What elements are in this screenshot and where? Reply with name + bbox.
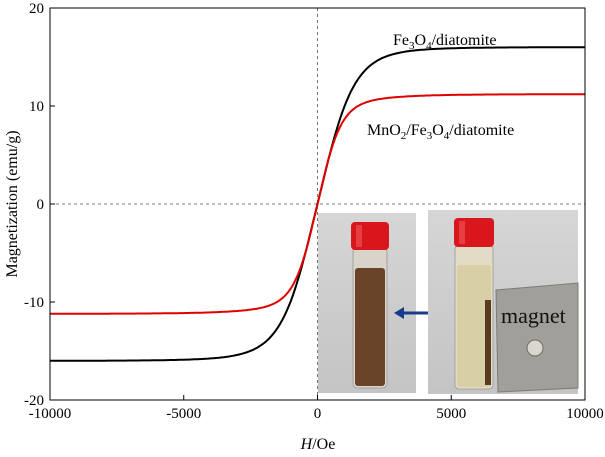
x-tick-label: -5000 <box>166 406 201 422</box>
label-part: 4 <box>444 130 450 142</box>
reference-lines <box>50 8 585 400</box>
label-part: 4 <box>426 40 432 52</box>
x-tick-label: 0 <box>314 406 322 422</box>
label-part: /diatomite <box>449 122 514 139</box>
label-part: Fe <box>393 32 409 49</box>
y-tick-label: 20 <box>29 1 44 17</box>
plot-frame <box>49 7 586 401</box>
magnet-block <box>495 282 579 393</box>
inset-photo: magnet <box>318 210 579 394</box>
series-lines <box>50 46 585 362</box>
magnet-hole <box>526 339 544 357</box>
series-label-mno2: MnO2/Fe3O4/diatomite <box>367 122 514 142</box>
vial-right-cap-shine <box>459 221 465 244</box>
vial-right-deposit <box>485 300 491 385</box>
x-tick-label: -10000 <box>29 406 72 422</box>
y-tick-label: -20 <box>24 393 44 409</box>
y-axis-title: Magnetization (emu/g) <box>4 130 21 277</box>
x-axis-title: H/Oe <box>300 436 336 453</box>
label-part: /diatomite <box>432 32 497 49</box>
y-tick-label: 10 <box>29 99 44 115</box>
label-part: 3 <box>427 130 433 142</box>
vial-left-liquid <box>355 268 385 386</box>
y-tick-label: -10 <box>24 295 44 311</box>
x-tick-label: 10000 <box>566 406 604 422</box>
series-label-fe3o4: Fe3O4/diatomite <box>393 32 496 52</box>
vial-left-cap-shine <box>356 225 362 247</box>
label-part: 3 <box>409 40 415 52</box>
label-part: MnO <box>367 122 401 139</box>
label-part: /Fe <box>406 122 426 139</box>
magnet-label: magnet <box>501 303 566 328</box>
y-tick-label: 0 <box>37 197 45 213</box>
label-part: O <box>432 122 444 139</box>
series-line-1 <box>50 93 585 315</box>
label-part: O <box>415 32 427 49</box>
vial-right-liquid <box>457 265 491 387</box>
x-tick-label: 5000 <box>436 406 466 422</box>
label-part: 2 <box>401 130 407 142</box>
